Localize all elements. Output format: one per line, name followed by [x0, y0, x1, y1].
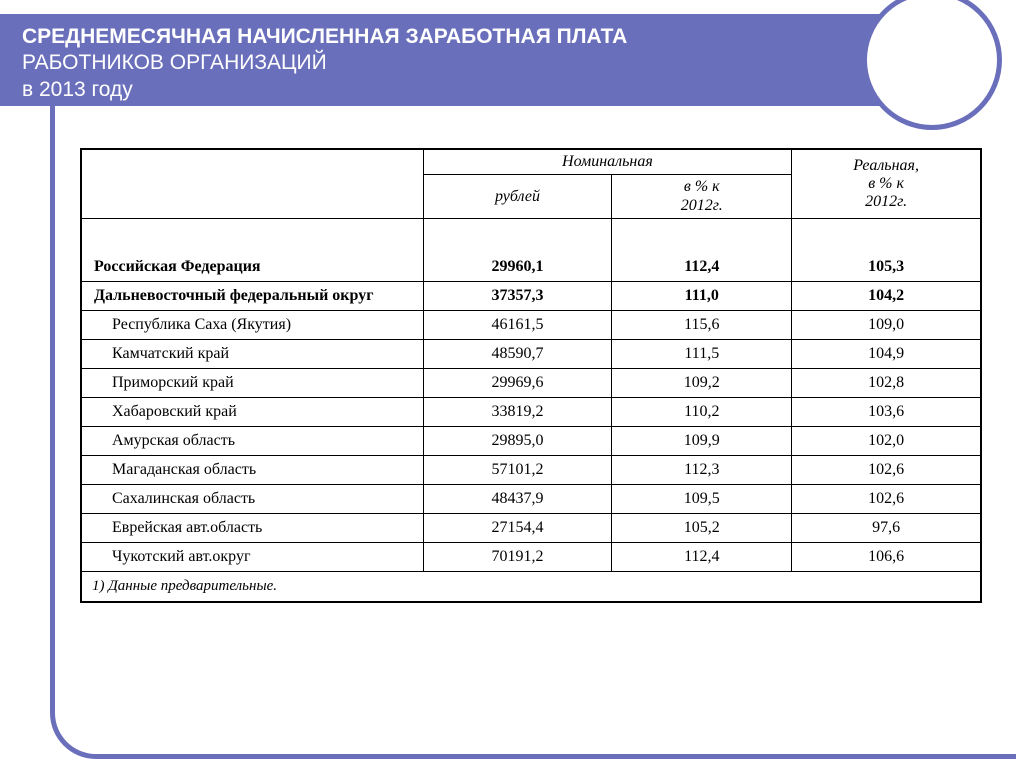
value-rub: 46161,5: [423, 310, 612, 339]
value-rub: 70191,2: [423, 542, 612, 571]
value-rub: 48590,7: [423, 339, 612, 368]
value-pct: 109,5: [612, 484, 792, 513]
value-real: 105,3: [792, 253, 981, 282]
footnote: 1) Данные предварительные.: [82, 571, 981, 601]
value-pct: 115,6: [612, 310, 792, 339]
region-name: Сахалинская область: [82, 484, 424, 513]
table-row: Республика Саха (Якутия)46161,5115,6109,…: [82, 310, 981, 339]
region-name: Хабаровский край: [82, 397, 424, 426]
value-rub: 57101,2: [423, 455, 612, 484]
value-rub: 48437,9: [423, 484, 612, 513]
table-row: Дальневосточный федеральный округ37357,3…: [82, 281, 981, 310]
table-row: Магаданская область57101,2112,3102,6: [82, 455, 981, 484]
value-real: 103,6: [792, 397, 981, 426]
value-pct: 111,0: [612, 281, 792, 310]
table-row: Еврейская авт.область27154,4105,297,6: [82, 513, 981, 542]
header-region-blank: [82, 150, 424, 219]
value-rub: 27154,4: [423, 513, 612, 542]
value-real: 104,9: [792, 339, 981, 368]
value-real: 102,0: [792, 426, 981, 455]
value-pct: 112,3: [612, 455, 792, 484]
region-name: Магаданская область: [82, 455, 424, 484]
value-rub: 29960,1: [423, 253, 612, 282]
region-name: Российская Федерация: [82, 253, 424, 282]
value-real: 97,6: [792, 513, 981, 542]
region-name: Дальневосточный федеральный округ: [82, 281, 424, 310]
header-pct-2012: в % к2012г.: [612, 175, 792, 219]
value-rub: 33819,2: [423, 397, 612, 426]
region-name: Приморский край: [82, 368, 424, 397]
table-row: Российская Федерация29960,1112,4105,3: [82, 253, 981, 282]
region-name: Республика Саха (Якутия): [82, 310, 424, 339]
value-pct: 109,2: [612, 368, 792, 397]
value-rub: 29895,0: [423, 426, 612, 455]
value-pct: 105,2: [612, 513, 792, 542]
table-row: Приморский край29969,6109,2102,8: [82, 368, 981, 397]
region-name: Камчатский край: [82, 339, 424, 368]
value-pct: 112,4: [612, 253, 792, 282]
table-row: Камчатский край48590,7111,5104,9: [82, 339, 981, 368]
table-row: Чукотский авт.округ70191,2112,4106,6: [82, 542, 981, 571]
table-body: Российская Федерация29960,1112,4105,3Дал…: [82, 219, 981, 572]
title-line-1: СРЕДНЕМЕСЯЧНАЯ НАЧИСЛЕННАЯ ЗАРАБОТНАЯ ПЛ…: [22, 24, 863, 50]
header-real: Реальная,в % к2012г.: [792, 150, 981, 219]
title-line-3: в 2013 году: [22, 77, 863, 103]
value-pct: 109,9: [612, 426, 792, 455]
table-row: Амурская область29895,0109,9102,0: [82, 426, 981, 455]
value-real: 104,2: [792, 281, 981, 310]
spacer-row: [82, 219, 981, 253]
header-nominal-group: Номинальная: [423, 150, 792, 175]
value-real: 102,6: [792, 455, 981, 484]
slide-title-band: СРЕДНЕМЕСЯЧНАЯ НАЧИСЛЕННАЯ ЗАРАБОТНАЯ ПЛ…: [0, 14, 885, 106]
value-real: 102,6: [792, 484, 981, 513]
value-pct: 110,2: [612, 397, 792, 426]
value-pct: 112,4: [612, 542, 792, 571]
region-name: Чукотский авт.округ: [82, 542, 424, 571]
table-row: Сахалинская область48437,9109,5102,6: [82, 484, 981, 513]
header-rub: рублей: [423, 175, 612, 219]
value-rub: 29969,6: [423, 368, 612, 397]
value-real: 109,0: [792, 310, 981, 339]
region-name: Еврейская авт.область: [82, 513, 424, 542]
value-rub: 37357,3: [423, 281, 612, 310]
title-line-2: РАБОТНИКОВ ОРГАНИЗАЦИЙ: [22, 50, 863, 76]
value-pct: 111,5: [612, 339, 792, 368]
salary-table: Номинальная Реальная,в % к2012г. рублей …: [80, 148, 982, 603]
value-real: 106,6: [792, 542, 981, 571]
table-row: Хабаровский край33819,2110,2103,6: [82, 397, 981, 426]
value-real: 102,8: [792, 368, 981, 397]
footnote-row: 1) Данные предварительные.: [82, 571, 981, 601]
region-name: Амурская область: [82, 426, 424, 455]
